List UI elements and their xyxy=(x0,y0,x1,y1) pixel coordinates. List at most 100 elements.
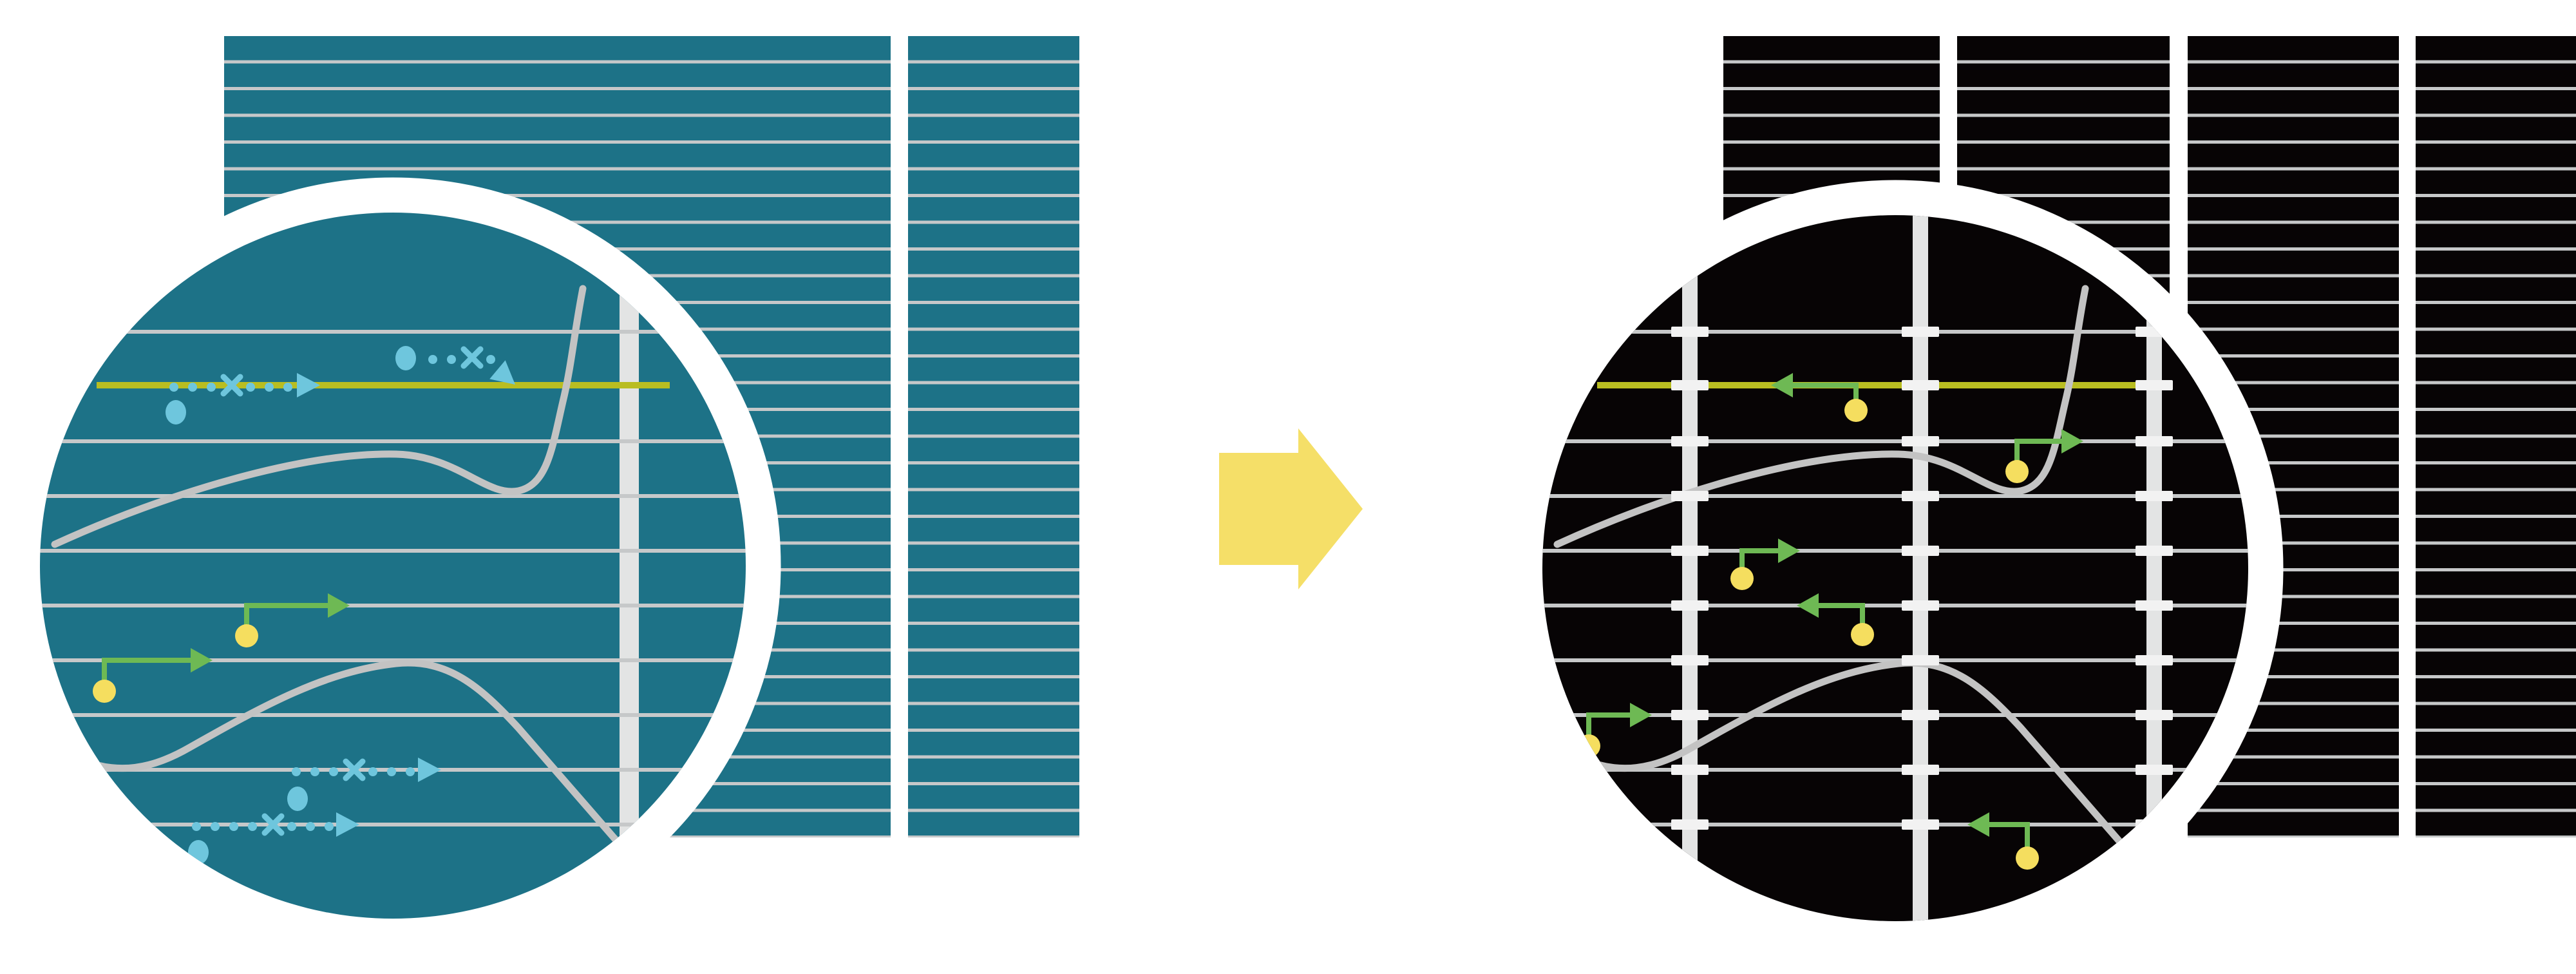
trail-arrowhead-icon xyxy=(418,758,441,782)
recombination-x-icon xyxy=(220,374,243,397)
trail-arrowhead-icon xyxy=(336,812,359,837)
solder-tab xyxy=(2136,491,2173,501)
solder-tab xyxy=(1902,436,1939,446)
highlighted-finger-line xyxy=(97,382,670,388)
carrier-dot xyxy=(1730,567,1754,590)
solder-tab xyxy=(1902,327,1939,337)
finger-stripe-line xyxy=(224,140,1079,144)
trail-dot xyxy=(287,822,296,831)
trail-dot xyxy=(292,767,301,776)
trail-arrowhead-icon xyxy=(297,373,320,397)
trail-dot xyxy=(248,822,257,831)
inset-after xyxy=(1507,180,2284,957)
busbar xyxy=(1682,215,1698,921)
recombination-x-icon xyxy=(460,346,484,369)
solder-tab xyxy=(1902,491,1939,501)
carrier-dot xyxy=(93,680,116,703)
trail-dot xyxy=(368,767,377,776)
finger-stripe-line xyxy=(1723,113,2576,117)
solder-tab xyxy=(1902,600,1939,611)
trail-dot xyxy=(325,822,334,831)
carrier-arrowhead-icon xyxy=(191,648,213,673)
finger-line xyxy=(40,549,746,553)
finger-stripe-line xyxy=(1723,167,2576,171)
trail-dot xyxy=(310,767,319,776)
recombination-x-icon xyxy=(261,813,285,836)
solder-tab xyxy=(1671,491,1709,501)
solder-tab xyxy=(2136,710,2173,720)
trail-dot xyxy=(188,383,197,392)
trail-dot xyxy=(428,355,437,364)
solder-tab xyxy=(1902,655,1939,665)
finger-stripe-line xyxy=(1723,220,2576,224)
solder-tab xyxy=(1902,546,1939,556)
solder-tab xyxy=(1902,819,1939,830)
carrier-dot xyxy=(1851,623,1874,646)
carrier-arrowhead-icon xyxy=(1797,593,1819,618)
arrow-body xyxy=(1219,453,1298,565)
finger-line xyxy=(1542,549,2248,553)
finger-stripe-line xyxy=(224,274,1079,278)
collected-carrier-arrow xyxy=(1967,812,2039,870)
highlighted-finger-line xyxy=(1597,382,2154,388)
finger-line xyxy=(1542,604,2248,607)
finger-line xyxy=(1542,658,2248,662)
finger-line xyxy=(1542,439,2248,443)
finger-stripe-line xyxy=(224,167,1079,171)
arrow-head xyxy=(1298,428,1363,589)
solder-tab xyxy=(1671,380,1709,390)
trail-dot xyxy=(387,767,396,776)
collected-carrier-arrow xyxy=(235,593,350,647)
solder-tab xyxy=(1902,710,1939,720)
trail-dot xyxy=(211,822,220,831)
recombination-trail xyxy=(166,373,320,425)
busbar xyxy=(1913,215,1928,921)
finger-stripe-line xyxy=(1723,194,2576,197)
magnified-cell-disc xyxy=(40,213,746,919)
grain-boundary-line xyxy=(1553,285,2089,548)
trail-dot xyxy=(246,383,255,392)
finger-line xyxy=(40,823,746,826)
finger-stripe-line xyxy=(224,87,1079,90)
trail-dot xyxy=(265,383,274,392)
magnifier-ring xyxy=(5,177,781,954)
solder-tab xyxy=(2136,600,2173,611)
solder-tab xyxy=(1902,380,1939,390)
finger-line xyxy=(1542,823,2248,826)
carrier-arrowhead-icon xyxy=(328,593,350,618)
recombination-trail xyxy=(395,346,515,385)
finger-line xyxy=(1542,330,2248,334)
solder-tab xyxy=(1671,819,1709,830)
carrier-arrowhead-icon xyxy=(1967,812,1989,837)
grain-boundary-line xyxy=(1542,659,2158,885)
finger-line xyxy=(40,439,746,443)
magnified-content xyxy=(1542,215,2248,921)
finger-stripe-line xyxy=(224,194,1079,197)
solder-tab xyxy=(1671,655,1709,665)
solder-tab xyxy=(1671,710,1709,720)
carrier-arrowhead-icon xyxy=(2061,429,2083,454)
solder-tab xyxy=(2136,436,2173,446)
trail-dot xyxy=(192,822,201,831)
carrier-arrowhead-icon xyxy=(1771,373,1793,397)
trail-dot xyxy=(406,767,415,776)
finger-line xyxy=(40,494,746,498)
grain-boundary-line xyxy=(40,659,656,885)
solder-tab xyxy=(2136,765,2173,775)
finger-stripe-line xyxy=(1723,140,2576,144)
inset-before xyxy=(5,177,781,954)
busbar xyxy=(620,213,639,919)
collected-carrier-arrow xyxy=(1730,539,1800,590)
trail-dot xyxy=(486,355,495,364)
solder-tab xyxy=(2136,546,2173,556)
trail-arrowhead-icon xyxy=(489,360,515,385)
finger-line xyxy=(40,330,746,334)
trail-dot xyxy=(229,822,238,831)
finger-stripe-line xyxy=(1723,247,2576,251)
collected-carrier-arrow xyxy=(1797,593,1874,646)
finger-stripe-line xyxy=(224,247,1079,251)
carrier-dot xyxy=(2016,846,2039,870)
finger-line xyxy=(1542,768,2248,772)
finger-stripe-line xyxy=(224,113,1079,117)
